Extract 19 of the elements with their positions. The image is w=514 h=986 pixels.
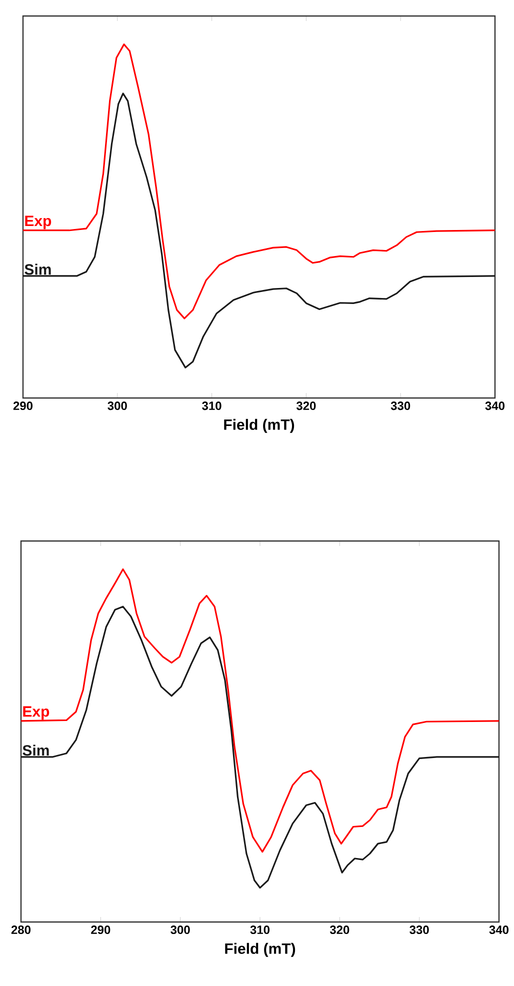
x-tick-label: 330 xyxy=(390,402,410,410)
x-tick-label: 310 xyxy=(202,402,222,410)
x-tick-label: 320 xyxy=(296,402,316,410)
x-axis-title: Field (mT) xyxy=(224,418,294,433)
series-label: Sim xyxy=(22,744,49,756)
series-label: Exp xyxy=(23,706,50,720)
x-tick-label: 280 xyxy=(11,926,31,934)
x-tick-label: 290 xyxy=(91,926,110,934)
x-axis-title: Field (mT) xyxy=(225,942,296,957)
series-label: Sim xyxy=(24,264,51,275)
x-tick-label: 300 xyxy=(170,926,190,934)
x-tick-label: 310 xyxy=(250,926,270,934)
x-tick-label: 340 xyxy=(489,926,508,934)
x-tick-label: 290 xyxy=(13,402,33,410)
x-tick-label: 320 xyxy=(330,926,350,934)
x-tick-label: 340 xyxy=(485,402,504,410)
x-tick-label: 330 xyxy=(410,926,429,934)
series-label: Exp xyxy=(25,216,52,230)
x-tick-label: 300 xyxy=(108,402,127,410)
